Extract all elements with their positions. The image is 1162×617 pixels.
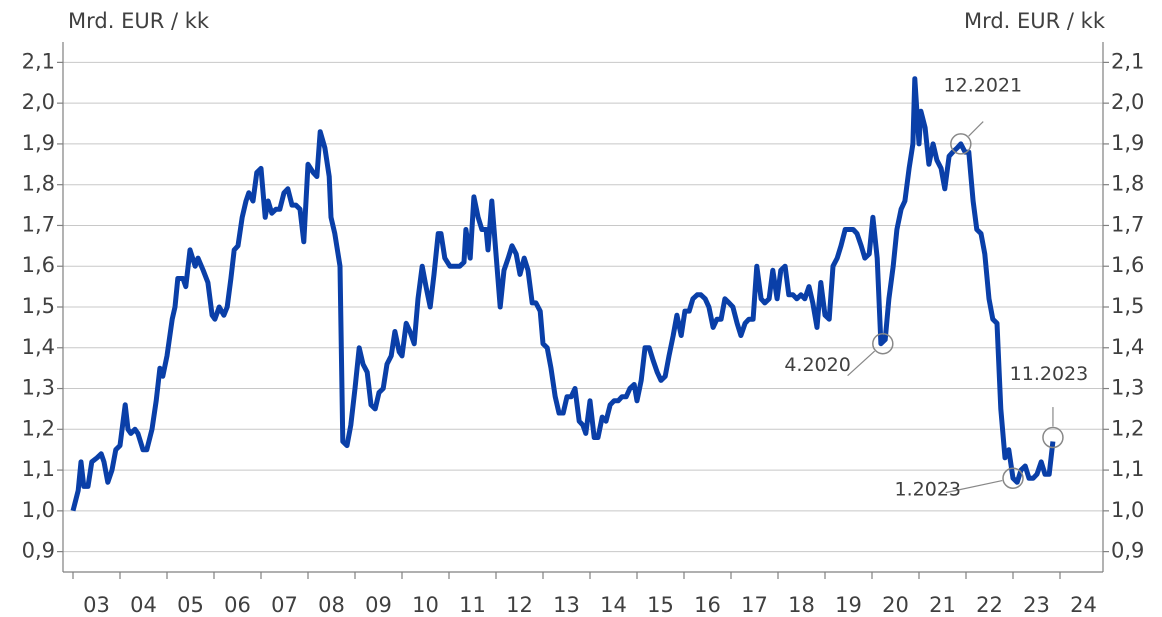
x-tick-label: 03: [83, 593, 110, 617]
x-tick-label: 24: [1070, 593, 1097, 617]
y-tick-label: 1,1: [22, 457, 55, 481]
x-tick-label: 05: [177, 593, 204, 617]
x-tick-label: 16: [694, 593, 721, 617]
y2-tick-label: 2,0: [1111, 90, 1144, 114]
y2-tick-label: 1,0: [1111, 498, 1144, 522]
y2-tick-label: 2,1: [1111, 49, 1144, 73]
y-tick-label: 2,0: [22, 90, 55, 114]
y2-tick-label: 1,5: [1111, 294, 1144, 318]
y-tick-label: 1,4: [22, 335, 55, 359]
x-tick-label: 20: [882, 593, 909, 617]
x-tick-label: 09: [365, 593, 392, 617]
annotation-label: 12.2021: [944, 74, 1023, 96]
x-tick-label: 07: [271, 593, 298, 617]
annotation-label: 11.2023: [1010, 363, 1089, 385]
x-tick-label: 17: [741, 593, 768, 617]
y-tick-label: 1,0: [22, 498, 55, 522]
x-tick-label: 19: [835, 593, 862, 617]
annotation-marker: [872, 332, 894, 355]
y2-tick-label: 1,8: [1111, 172, 1144, 196]
x-tick-label: 14: [600, 593, 627, 617]
y2-axis-label: Mrd. EUR / kk: [964, 9, 1106, 33]
x-tick-label: 10: [412, 593, 439, 617]
y-tick-label: 1,9: [22, 131, 55, 155]
y2-tick-label: 1,1: [1111, 457, 1144, 481]
x-tick-label: 06: [224, 593, 251, 617]
y-tick-label: 1,3: [22, 376, 55, 400]
annotation-marker: [1002, 467, 1024, 489]
x-tick-label: 11: [459, 593, 486, 617]
annotation-label: 4.2020: [784, 354, 850, 376]
y-tick-label: 1,8: [22, 172, 55, 196]
x-tick-label: 08: [318, 593, 345, 617]
x-tick-label: 21: [929, 593, 956, 617]
annotation-marker: [950, 133, 972, 155]
annotation-label: 1.2023: [895, 479, 961, 501]
x-tick-label: 18: [788, 593, 815, 617]
y-tick-label: 0,9: [22, 539, 55, 563]
y-tick-label: 1,5: [22, 294, 55, 318]
y-axis-label: Mrd. EUR / kk: [68, 9, 210, 33]
x-tick-label: 23: [1023, 593, 1050, 617]
y2-tick-label: 1,9: [1111, 131, 1144, 155]
y-tick-label: 1,2: [22, 416, 55, 440]
x-tick-label: 22: [976, 593, 1003, 617]
y-tick-label: 2,1: [22, 49, 55, 73]
y2-tick-label: 1,3: [1111, 376, 1144, 400]
y-tick-label: 1,6: [22, 253, 55, 277]
y-tick-label: 1,7: [22, 212, 55, 236]
x-tick-label: 12: [506, 593, 533, 617]
y2-tick-label: 0,9: [1111, 539, 1144, 563]
annotation-marker: [1042, 426, 1064, 449]
annotation-leader: [968, 121, 984, 137]
y2-tick-label: 1,7: [1111, 212, 1144, 236]
data-line: [70, 76, 1056, 512]
annotation-leader: [945, 479, 1003, 494]
y2-tick-label: 1,6: [1111, 253, 1144, 277]
annotation-leader: [847, 350, 876, 377]
x-tick-label: 15: [647, 593, 674, 617]
x-tick-label: 13: [553, 593, 580, 617]
x-tick-label: 04: [130, 593, 157, 617]
y2-tick-label: 1,4: [1111, 335, 1144, 359]
y2-tick-label: 1,2: [1111, 416, 1144, 440]
